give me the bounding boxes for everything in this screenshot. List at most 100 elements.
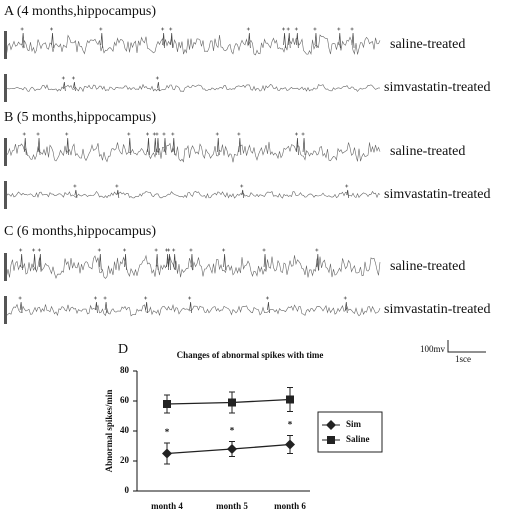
panel-label: C (6 months,hippocampus) <box>4 224 156 239</box>
spike-mark <box>146 132 150 136</box>
eeg-trace <box>4 190 381 199</box>
spike <box>21 32 25 49</box>
y-tick-label: 80 <box>120 365 130 375</box>
marker <box>285 439 295 450</box>
spike <box>74 189 78 199</box>
marker <box>162 448 172 459</box>
x-tick-label: month 5 <box>216 501 248 511</box>
spike-mark <box>155 76 159 80</box>
trace-onset <box>4 181 7 209</box>
spike-mark <box>161 27 165 31</box>
spike-mark <box>162 132 166 136</box>
y-tick-label: 0 <box>125 485 130 495</box>
spike-mark <box>337 27 341 31</box>
marker <box>326 420 336 430</box>
spike <box>95 301 98 314</box>
spike-mark <box>36 132 40 136</box>
spike-mark <box>154 248 158 252</box>
spike-mark <box>215 132 219 136</box>
trace-onset <box>4 296 7 324</box>
spike-mark <box>343 296 347 300</box>
y-tick-label: 40 <box>120 425 130 435</box>
spike-mark <box>282 27 286 31</box>
spike-mark <box>345 184 349 188</box>
spike-mark <box>37 248 41 252</box>
spike-mark <box>93 296 97 300</box>
spike <box>100 32 104 49</box>
y-tick-label: 60 <box>120 395 130 405</box>
spike <box>156 137 160 156</box>
spike <box>104 301 108 314</box>
spike-mark <box>65 132 69 136</box>
eeg-trace <box>4 303 381 317</box>
spike-mark <box>32 248 36 252</box>
spike <box>98 253 102 271</box>
spike <box>147 137 150 156</box>
spike <box>287 32 291 49</box>
spike <box>296 137 299 156</box>
spike-mark <box>18 296 22 300</box>
spike <box>153 137 157 156</box>
marker <box>228 398 236 407</box>
spike <box>66 137 70 156</box>
scale-time: 1sce <box>455 354 471 364</box>
marker <box>327 436 335 444</box>
spike <box>338 32 342 49</box>
spike-mark <box>189 248 193 252</box>
trace-label: saline-treated <box>390 144 465 159</box>
spike <box>344 301 348 314</box>
marker <box>286 395 294 404</box>
spike-mark <box>103 296 107 300</box>
spike-mark <box>294 27 298 31</box>
spike <box>155 253 159 271</box>
spike <box>263 253 267 271</box>
spike <box>346 189 350 199</box>
y-axis-label: Abnormal spikes/min <box>104 390 114 473</box>
significance-mark: * <box>165 427 170 437</box>
x-tick-label: month 6 <box>274 501 306 511</box>
spike <box>168 253 171 271</box>
chart-title: Changes of abnormal spikes with time <box>177 350 324 360</box>
panel-label: A (4 months,hippocampus) <box>4 4 156 19</box>
spike <box>163 137 167 156</box>
spike <box>216 137 220 156</box>
spike-mark <box>155 132 159 136</box>
panel-label: D <box>118 342 128 357</box>
trace-label: simvastatin-treated <box>384 302 491 317</box>
spike <box>295 32 299 49</box>
spike <box>20 253 24 271</box>
spike-mark <box>294 132 298 136</box>
significance-mark: * <box>288 420 293 430</box>
panel-label: B (5 months,hippocampus) <box>4 110 156 125</box>
marker <box>163 400 171 408</box>
significance-mark: * <box>230 426 235 436</box>
spike <box>172 137 176 156</box>
eeg-trace <box>4 34 381 56</box>
spike <box>247 32 251 49</box>
spike-mark <box>50 27 54 31</box>
spike <box>190 253 194 271</box>
spike <box>73 81 76 92</box>
marker <box>227 444 237 454</box>
spike <box>162 32 165 49</box>
legend-box <box>317 411 383 453</box>
spike-mark <box>127 132 131 136</box>
spike <box>241 189 245 199</box>
spike-mark <box>172 248 176 252</box>
spike-mark <box>115 184 119 188</box>
spike-mark <box>97 248 101 252</box>
spike-mark <box>246 27 250 31</box>
x-tick-label: month 4 <box>151 501 183 511</box>
spike-mark <box>19 248 23 252</box>
spike-mark <box>71 76 75 80</box>
scale-voltage: 100mv <box>420 344 446 354</box>
spike-mark <box>165 248 169 252</box>
spike-mark <box>301 132 305 136</box>
spike-mark <box>237 132 241 136</box>
spike-mark <box>222 248 226 252</box>
spike-mark <box>61 76 65 80</box>
spike <box>23 137 27 156</box>
legend-label: Saline <box>346 434 370 444</box>
spike-mark <box>20 27 24 31</box>
